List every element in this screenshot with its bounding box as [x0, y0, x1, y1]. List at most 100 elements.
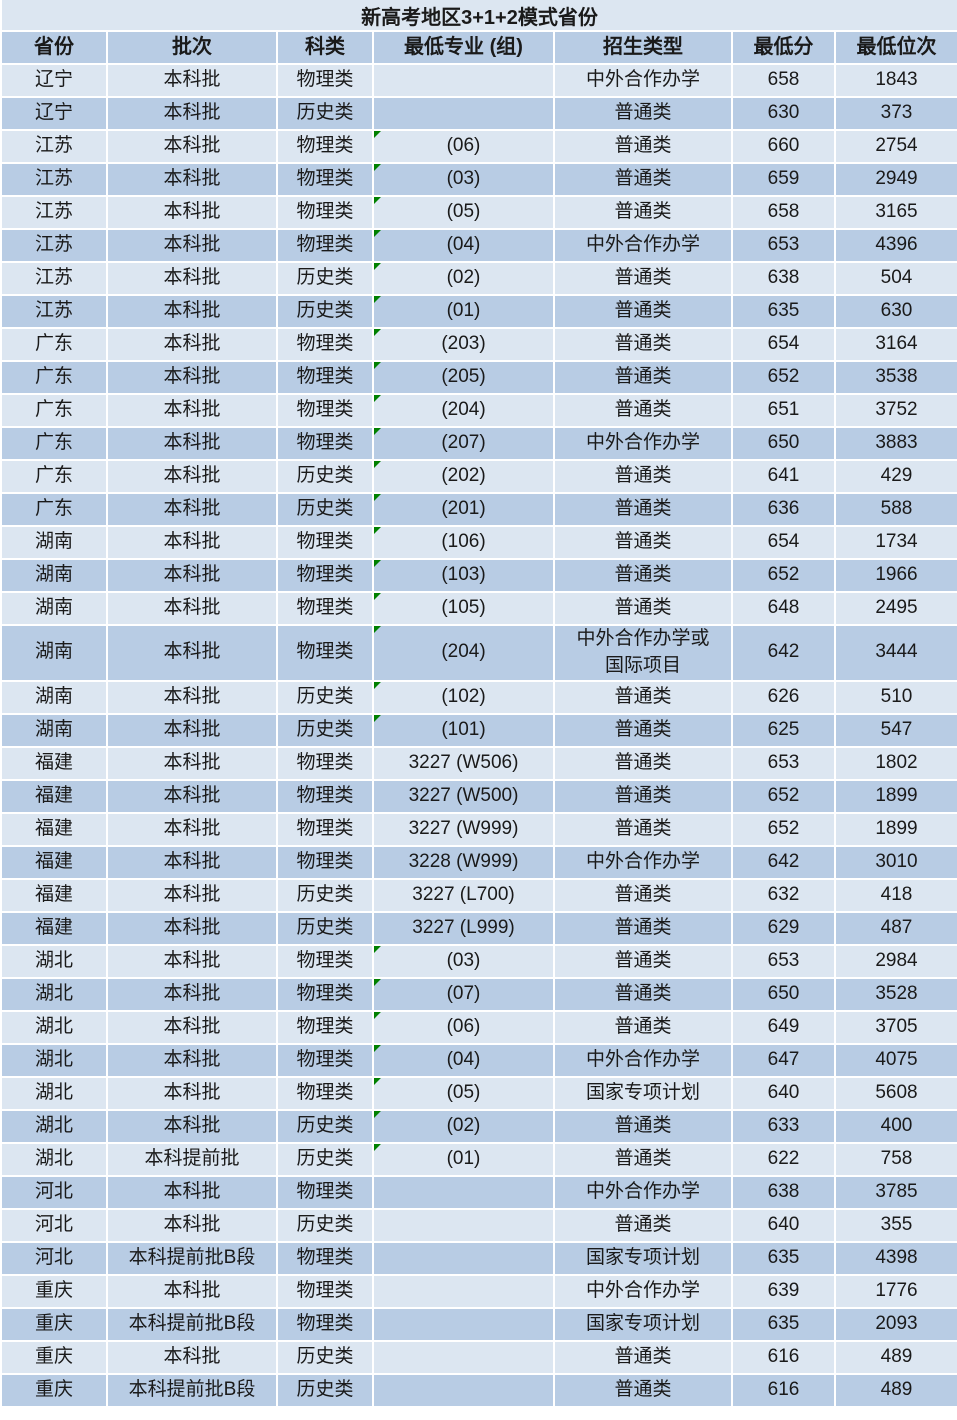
cell-text: 本科批 — [163, 1279, 221, 1301]
cell-batch: 本科批 — [108, 912, 276, 944]
cell-subject: 物理类 — [278, 230, 372, 261]
cell-province: 广东 — [2, 461, 106, 492]
cell-min-rank: 4075 — [836, 1044, 957, 1076]
cell-text: 普通类 — [614, 1213, 672, 1235]
cell-text: 1734 — [875, 531, 918, 553]
cell-min-score: 616 — [733, 1374, 834, 1406]
cell-text: 636 — [767, 498, 800, 520]
cell-text: 本科提前批B段 — [128, 1378, 256, 1400]
cell-text: (04) — [446, 234, 481, 256]
cell-min-score: 632 — [733, 879, 834, 911]
cell-text: 629 — [767, 916, 800, 938]
cell-admission-type: 中外合作办学 — [555, 1275, 731, 1307]
cell-text: 湖北 — [34, 982, 73, 1004]
cell-text: 物理类 — [296, 168, 354, 190]
cell-text: 本科批 — [163, 916, 221, 938]
cell-text: 历史类 — [296, 498, 354, 520]
cell-text: 650 — [767, 982, 800, 1004]
cell-text: 3010 — [875, 850, 918, 872]
cell-text: 中外合作办学或 国际项目 — [576, 628, 710, 676]
cell-subject: 物理类 — [278, 560, 372, 591]
green-corner-triangle-icon — [374, 131, 381, 138]
cell-subject: 历史类 — [278, 461, 372, 492]
cell-text: 普通类 — [614, 597, 672, 619]
cell-subject: 物理类 — [278, 813, 372, 845]
cell-province: 福建 — [2, 747, 106, 779]
cell-admission-type: 普通类 — [555, 395, 731, 426]
cell-major-group: (06) — [374, 1011, 553, 1043]
cell-admission-type: 普通类 — [555, 527, 731, 558]
cell-text: 中外合作办学 — [585, 1279, 700, 1301]
cell-text: 658 — [767, 69, 800, 91]
cell-province: 广东 — [2, 329, 106, 360]
cell-text: 625 — [767, 718, 800, 740]
cell-batch: 本科批 — [108, 1209, 276, 1241]
cell-text: 653 — [767, 234, 800, 256]
cell-admission-type: 普通类 — [555, 1143, 731, 1175]
cell-major-group: (101) — [374, 714, 553, 746]
cell-text: 中外合作办学 — [585, 1180, 700, 1202]
cell-major-group: (03) — [374, 945, 553, 977]
table-row: 湖南 本科批 物理类 (103) 普通类 652 1966 — [2, 560, 957, 591]
cell-text: 654 — [767, 333, 800, 355]
cell-text: 历史类 — [296, 1345, 354, 1367]
cell-text: 647 — [767, 1048, 800, 1070]
cell-text: 3444 — [875, 641, 918, 663]
cell-text: 普通类 — [614, 168, 672, 190]
cell-text: 3883 — [875, 432, 918, 454]
cell-text: 373 — [880, 102, 913, 124]
cell-min-score: 653 — [733, 747, 834, 779]
cell-province: 湖南 — [2, 681, 106, 713]
cell-batch: 本科批 — [108, 329, 276, 360]
cell-text: 普通类 — [614, 982, 672, 1004]
cell-text: 本科批 — [163, 850, 221, 872]
cell-text: 物理类 — [296, 597, 354, 619]
cell-text: 本科批 — [163, 168, 221, 190]
cell-major-group: (07) — [374, 978, 553, 1010]
cell-min-score: 653 — [733, 230, 834, 261]
cell-min-score: 636 — [733, 494, 834, 525]
cell-major-group: (02) — [374, 263, 553, 294]
cell-major-group: 3227 (W506) — [374, 747, 553, 779]
table-row: 湖南 本科批 历史类 (102) 普通类 626 510 — [2, 681, 957, 713]
cell-admission-type: 普通类 — [555, 197, 731, 228]
cell-min-score: 635 — [733, 1308, 834, 1340]
cell-text: 658 — [767, 201, 800, 223]
cell-subject: 物理类 — [278, 395, 372, 426]
cell-text: 本科批 — [163, 564, 221, 586]
cell-province: 广东 — [2, 362, 106, 393]
table-row: 湖北 本科批 物理类 (07) 普通类 650 3528 — [2, 978, 957, 1010]
cell-province: 湖北 — [2, 978, 106, 1010]
cell-batch: 本科批 — [108, 714, 276, 746]
cell-text: 湖南 — [34, 718, 73, 740]
cell-text: (06) — [446, 135, 481, 157]
cell-text: 历史类 — [296, 1213, 354, 1235]
cell-text: 重庆 — [34, 1378, 73, 1400]
table-row: 湖南 本科批 物理类 (204) 中外合作办学或 国际项目 642 3444 — [2, 626, 957, 680]
cell-admission-type: 中外合作办学 — [555, 230, 731, 261]
cell-text: 418 — [880, 883, 913, 905]
cell-province: 江苏 — [2, 164, 106, 195]
cell-text: (04) — [446, 1048, 481, 1070]
cell-admission-type: 普通类 — [555, 978, 731, 1010]
table-row: 辽宁 本科批 历史类 普通类 630 373 — [2, 98, 957, 129]
cell-min-score: 652 — [733, 362, 834, 393]
cell-admission-type: 中外合作办学 — [555, 846, 731, 878]
cell-major-group: (01) — [374, 296, 553, 327]
cell-major-group: 3227 (L700) — [374, 879, 553, 911]
cell-province: 湖北 — [2, 945, 106, 977]
cell-text: 历史类 — [296, 1147, 354, 1169]
cell-text: (02) — [446, 1114, 481, 1136]
cell-text: 河北 — [34, 1213, 73, 1235]
green-corner-triangle-icon — [374, 560, 381, 567]
cell-admission-type: 普通类 — [555, 681, 731, 713]
cell-subject: 历史类 — [278, 912, 372, 944]
table-row: 广东 本科批 物理类 (207) 中外合作办学 650 3883 — [2, 428, 957, 459]
cell-text: 物理类 — [296, 366, 354, 388]
green-corner-triangle-icon — [374, 461, 381, 468]
table-row: 河北 本科批 历史类 普通类 640 355 — [2, 1209, 957, 1241]
cell-text: 辽宁 — [34, 102, 73, 124]
green-corner-triangle-icon — [374, 1044, 381, 1052]
cell-text: 普通类 — [614, 531, 672, 553]
table-row: 福建 本科批 历史类 3227 (L999) 普通类 629 487 — [2, 912, 957, 944]
